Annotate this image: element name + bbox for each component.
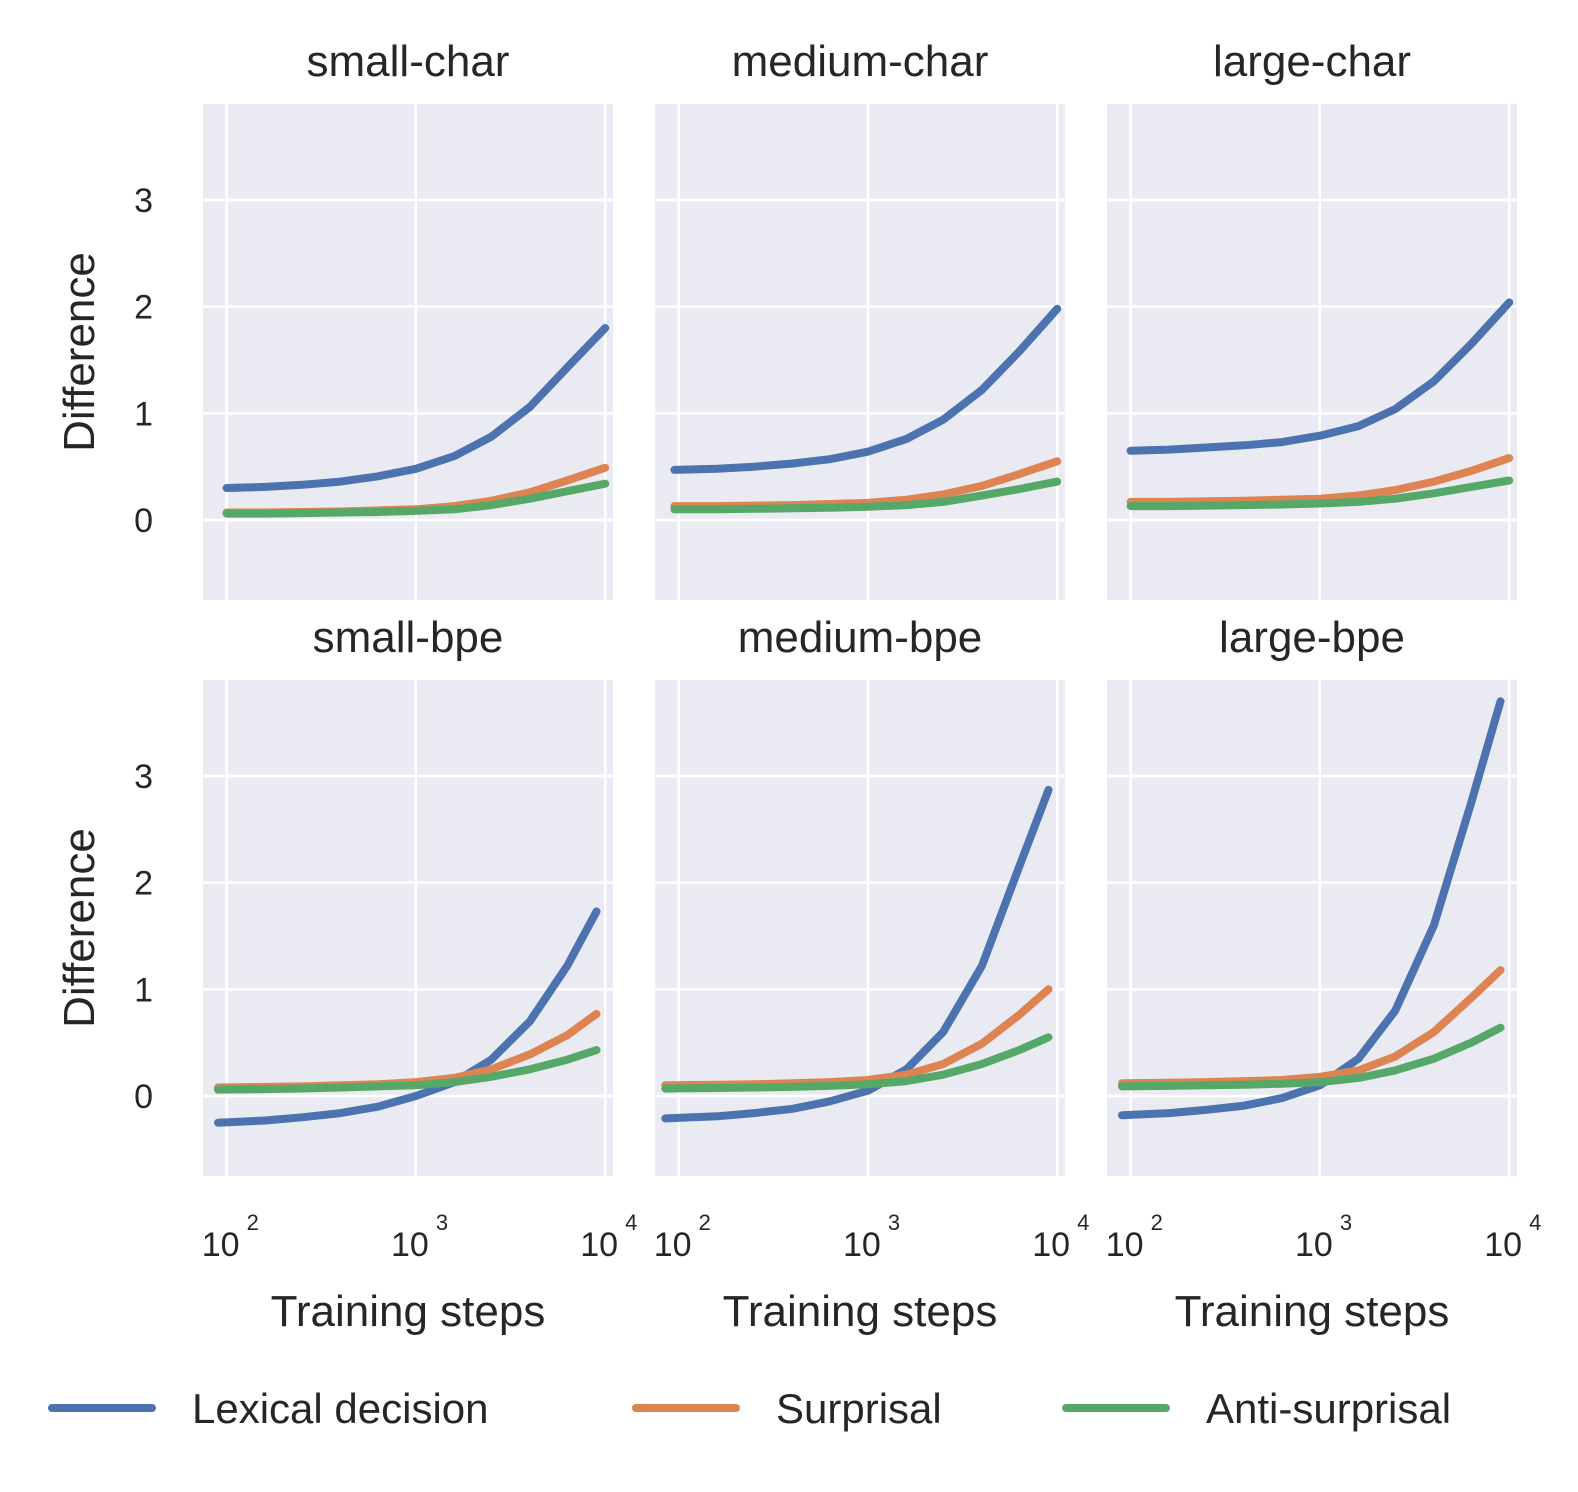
series-line-anti-surprisal — [222, 479, 610, 518]
y-tick-label: 0 — [134, 502, 153, 540]
panel-title: large-bpe — [1219, 613, 1405, 662]
series-line-lexical-decision — [670, 304, 1062, 474]
y-tick-label: 3 — [134, 182, 153, 220]
y-axis-label: Difference — [55, 252, 104, 452]
x-tick-exponent: 4 — [1529, 1210, 1541, 1235]
panel-title: medium-char — [732, 37, 989, 86]
legend: Lexical decision Surprisal Anti-surprisal — [48, 1385, 1451, 1432]
x-tick-exponent: 4 — [1077, 1210, 1089, 1235]
series-line-lexical-decision — [222, 324, 610, 492]
plot-background — [655, 104, 1065, 600]
legend-entry-surprisal: Surprisal — [632, 1385, 942, 1432]
series-line-surprisal — [1126, 454, 1514, 506]
x-tick-exponent: 2 — [699, 1210, 711, 1235]
panel-medium-char: medium-char — [655, 37, 1065, 600]
x-tick-exponent: 4 — [625, 1210, 637, 1235]
x-tick-label: 10 — [202, 1226, 240, 1264]
x-tick-label: 10 — [1106, 1226, 1144, 1264]
panel-title: medium-bpe — [738, 613, 983, 662]
x-axis-label: Training steps — [271, 1287, 546, 1336]
panel-title: small-bpe — [313, 613, 504, 662]
plot-background — [203, 104, 613, 600]
series-line-anti-surprisal — [1126, 476, 1514, 511]
x-axis-label: Training steps — [723, 1287, 998, 1336]
y-tick-label: 2 — [134, 289, 153, 327]
series-line-lexical-decision — [1126, 298, 1514, 455]
y-axis-label: Difference — [55, 828, 104, 1028]
panel-small-bpe: small-bpe 0 1 2 3 Difference 10 2 10 3 10 4 Training… — [55, 613, 637, 1336]
y-tick-label: 1 — [134, 971, 153, 1009]
panels: small-char 0 1 2 3 Difference medium-char large… — [55, 37, 1541, 1336]
series-line-anti-surprisal — [1118, 1023, 1505, 1091]
panel-large-bpe: large-bpe 10 2 10 3 10 4 Training steps — [1106, 613, 1542, 1336]
panel-title: large-char — [1213, 37, 1411, 86]
panel-large-char: large-char — [1107, 37, 1517, 600]
x-tick-exponent: 3 — [1340, 1210, 1352, 1235]
legend-label: Anti-surprisal — [1206, 1385, 1451, 1432]
series-line-lexical-decision — [661, 785, 1053, 1123]
x-tick-exponent: 2 — [1151, 1210, 1163, 1235]
legend-label: Surprisal — [776, 1385, 942, 1432]
x-axis-label: Training steps — [1175, 1287, 1450, 1336]
series-line-anti-surprisal — [661, 1033, 1053, 1093]
x-tick-exponent: 2 — [247, 1210, 259, 1235]
x-tick-label: 10 — [654, 1226, 692, 1264]
x-tick-label: 10 — [1295, 1226, 1333, 1264]
legend-entry-lexical-decision: Lexical decision — [48, 1385, 489, 1432]
y-tick-label: 0 — [134, 1078, 153, 1116]
plot-background — [203, 680, 613, 1176]
x-tick-label: 10 — [1032, 1226, 1070, 1264]
y-tick-label: 3 — [134, 758, 153, 796]
panel-title: small-char — [307, 37, 510, 86]
plot-background — [1107, 104, 1517, 600]
x-tick-label: 10 — [580, 1226, 618, 1264]
x-tick-exponent: 3 — [888, 1210, 900, 1235]
x-tick-label: 10 — [1484, 1226, 1522, 1264]
legend-label: Lexical decision — [192, 1385, 489, 1432]
panel-medium-bpe: medium-bpe 10 2 10 3 10 4 Training steps — [654, 613, 1090, 1336]
x-tick-label: 10 — [391, 1226, 429, 1264]
y-tick-label: 2 — [134, 865, 153, 903]
series-line-anti-surprisal — [670, 477, 1062, 514]
legend-entry-anti-surprisal: Anti-surprisal — [1062, 1385, 1451, 1432]
x-tick-exponent: 3 — [436, 1210, 448, 1235]
plot-background — [655, 680, 1065, 1176]
plot-background — [1107, 680, 1517, 1176]
series-line-lexical-decision — [214, 907, 601, 1127]
x-tick-label: 10 — [843, 1226, 881, 1264]
series-line-anti-surprisal — [214, 1046, 601, 1094]
panel-small-char: small-char 0 1 2 3 Difference — [55, 37, 613, 600]
y-tick-label: 1 — [134, 395, 153, 433]
